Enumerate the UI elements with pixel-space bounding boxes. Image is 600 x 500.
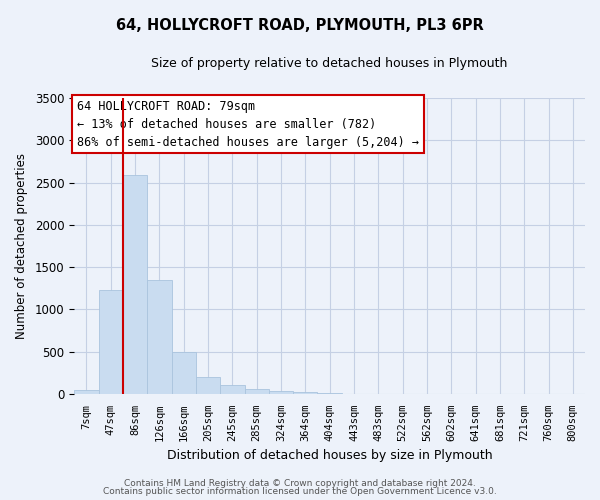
Y-axis label: Number of detached properties: Number of detached properties — [15, 153, 28, 339]
Bar — [74, 390, 98, 394]
Bar — [245, 390, 269, 394]
Title: Size of property relative to detached houses in Plymouth: Size of property relative to detached ho… — [151, 58, 508, 70]
Text: 64, HOLLYCROFT ROAD, PLYMOUTH, PL3 6PR: 64, HOLLYCROFT ROAD, PLYMOUTH, PL3 6PR — [116, 18, 484, 32]
Bar — [147, 280, 172, 394]
Bar — [269, 392, 293, 394]
Bar — [317, 393, 342, 394]
Bar — [220, 384, 245, 394]
Bar — [172, 352, 196, 394]
Text: 64 HOLLYCROFT ROAD: 79sqm
← 13% of detached houses are smaller (782)
86% of semi: 64 HOLLYCROFT ROAD: 79sqm ← 13% of detac… — [77, 100, 419, 148]
Bar — [98, 290, 123, 394]
X-axis label: Distribution of detached houses by size in Plymouth: Distribution of detached houses by size … — [167, 450, 493, 462]
Text: Contains HM Land Registry data © Crown copyright and database right 2024.: Contains HM Land Registry data © Crown c… — [124, 478, 476, 488]
Bar — [123, 175, 147, 394]
Bar — [196, 377, 220, 394]
Text: Contains public sector information licensed under the Open Government Licence v3: Contains public sector information licen… — [103, 487, 497, 496]
Bar — [293, 392, 317, 394]
